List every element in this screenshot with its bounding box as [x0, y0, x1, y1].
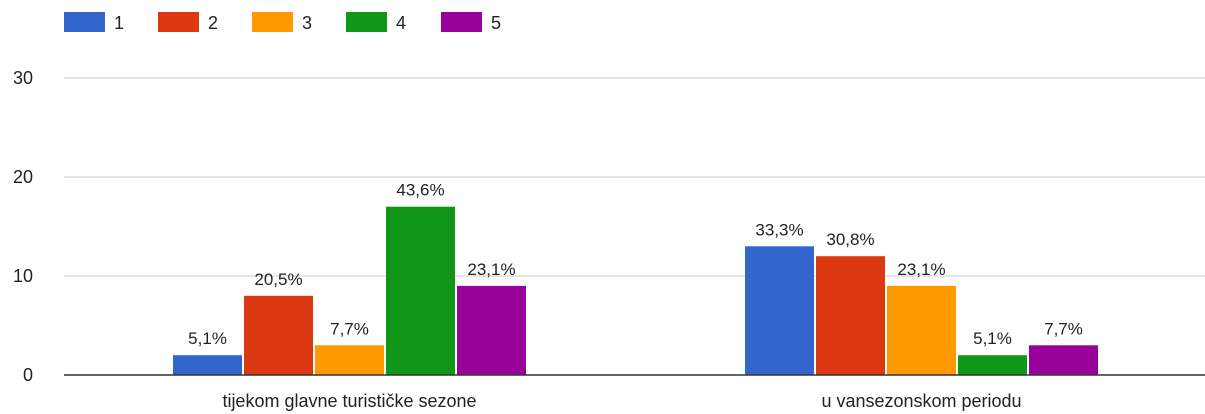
bar-series-3-season — [315, 345, 384, 375]
y-tick-label: 0 — [23, 365, 33, 385]
data-label: 5,1% — [973, 329, 1012, 348]
bar-series-1-season — [173, 355, 242, 375]
data-labels: 5,1% 20,5% 7,7% 43,6% 23,1% 33,3% 30,8% 23,1% 5,… — [188, 181, 1083, 349]
y-tick-label: 30 — [13, 68, 33, 88]
data-label: 33,3% — [755, 220, 803, 239]
data-label: 30,8% — [826, 230, 874, 249]
y-tick-label: 20 — [13, 167, 33, 187]
data-label: 43,6% — [396, 181, 444, 200]
y-tick-label: 10 — [13, 266, 33, 286]
legend-label-2: 2 — [208, 13, 218, 33]
data-label: 23,1% — [467, 260, 515, 279]
legend-swatch-2 — [158, 12, 199, 32]
legend-swatch-1 — [64, 12, 105, 32]
legend-swatch-3 — [252, 12, 293, 32]
bars — [173, 206, 1098, 375]
gridlines — [64, 77, 1205, 277]
x-category-label: tijekom glavne turističke sezone — [222, 391, 476, 411]
axes: 0 10 20 30 tijekom glavne turističke sezone u… — [13, 68, 1205, 411]
bar-series-1-offseason — [745, 246, 814, 375]
bar-series-3-offseason — [887, 285, 956, 375]
legend-label-5: 5 — [491, 13, 501, 33]
bar-series-5-offseason — [1029, 345, 1098, 375]
bar-series-5-season — [457, 285, 526, 375]
data-label: 7,7% — [330, 319, 369, 338]
bar-series-4-season — [386, 206, 455, 375]
legend-label-4: 4 — [396, 13, 406, 33]
legend-label-1: 1 — [114, 13, 124, 33]
legend-swatch-5 — [441, 12, 482, 32]
legend-label-3: 3 — [302, 13, 312, 33]
bar-series-2-offseason — [816, 256, 885, 375]
bar-series-4-offseason — [958, 355, 1027, 375]
legend-swatch-4 — [346, 12, 387, 32]
data-label: 7,7% — [1044, 319, 1083, 338]
legend: 1 2 3 4 5 — [64, 12, 501, 33]
data-label: 5,1% — [188, 329, 227, 348]
data-label: 20,5% — [254, 270, 302, 289]
data-label: 23,1% — [897, 260, 945, 279]
x-category-label: u vansezonskom periodu — [821, 391, 1021, 411]
bar-series-2-season — [244, 295, 313, 375]
